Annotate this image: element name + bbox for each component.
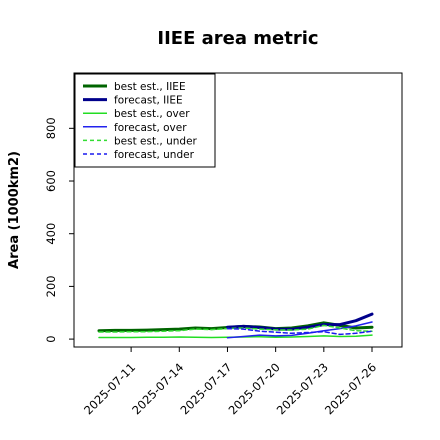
legend-label: forecast, over	[114, 122, 187, 134]
x-tick-label: 2025-07-26	[322, 360, 379, 417]
series-line-1	[226, 312, 374, 331]
legend-label: best est., IIEE	[114, 81, 186, 93]
y-tick-label: 400	[44, 223, 58, 245]
chart-title: IIEE area metric	[157, 28, 318, 49]
legend-box	[74, 73, 216, 168]
legend-label: forecast, under	[114, 149, 195, 161]
series-line-5	[226, 327, 373, 336]
y-tick-label: 600	[44, 170, 58, 192]
plot-frame	[73, 72, 403, 348]
y-tick-label: 0	[44, 335, 58, 342]
series-line-3	[226, 321, 373, 339]
y-tick-label: 800	[44, 117, 58, 139]
legend-label: best est., under	[114, 135, 198, 147]
legend-label: forecast, IIEE	[114, 95, 183, 107]
y-tick-label: 200	[44, 275, 58, 297]
y-axis-label: Area (1000km2)	[7, 151, 22, 269]
legend-label: best est., over	[114, 108, 190, 120]
